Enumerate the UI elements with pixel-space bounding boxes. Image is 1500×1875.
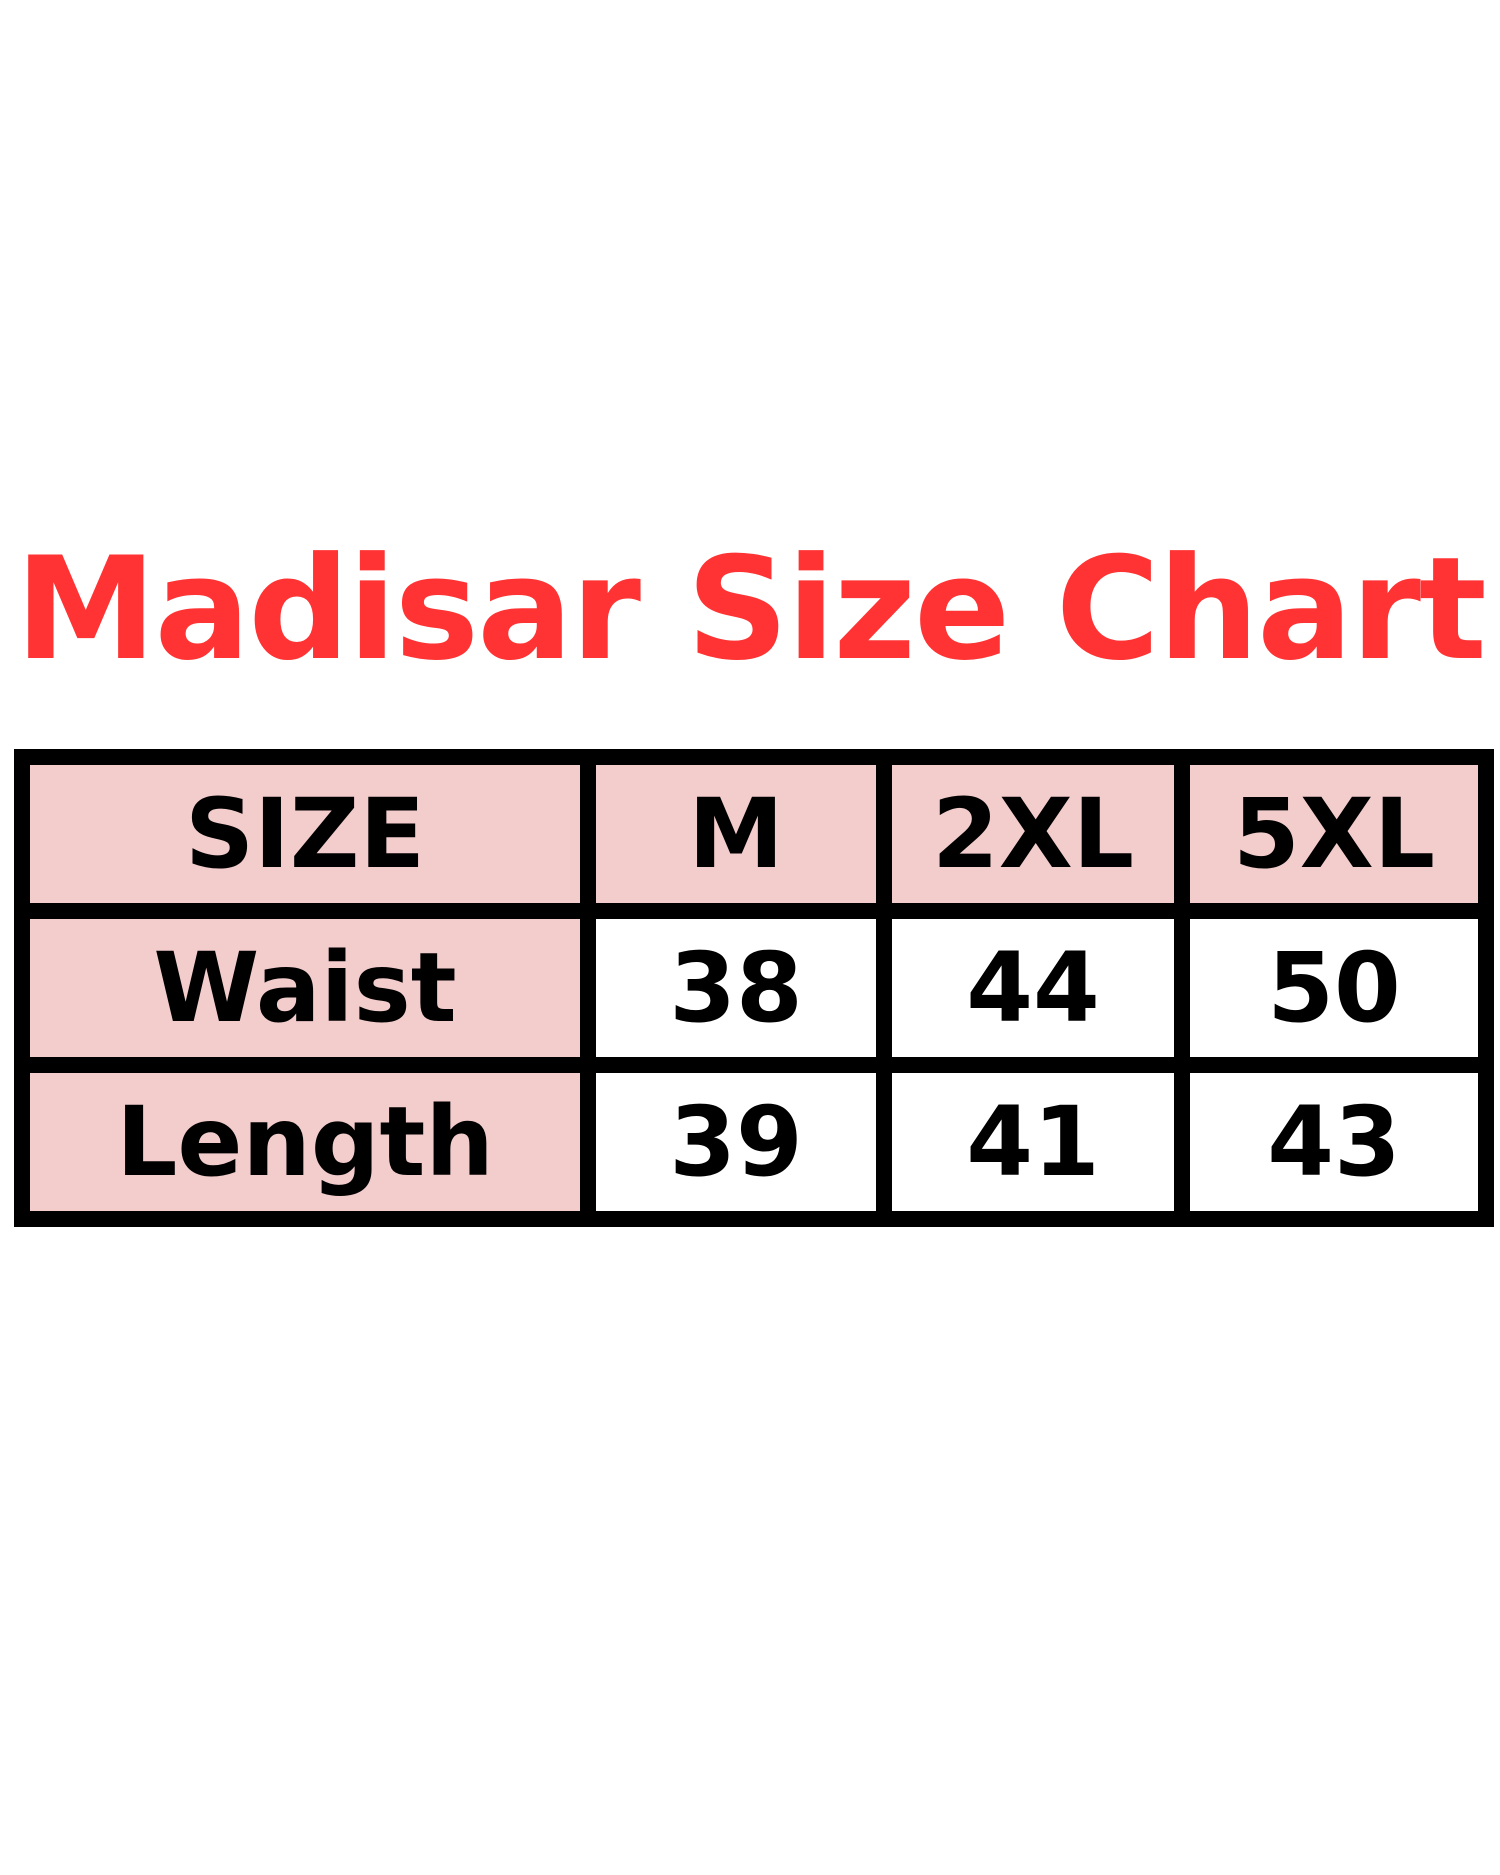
- table-cell: 50: [1174, 903, 1494, 1073]
- table-header-row: SIZE M 2XL 5XL: [14, 749, 1494, 919]
- table-cell: 43: [1174, 1057, 1494, 1227]
- row-label-length: Length: [14, 1057, 596, 1227]
- table-row-waist: Waist 38 44 50: [14, 903, 1494, 1073]
- table-row-length: Length 39 41 43: [14, 1057, 1494, 1227]
- table-cell: 39: [580, 1057, 892, 1227]
- size-chart-table: SIZE M 2XL 5XL Waist 38 44 50 Length 39 …: [14, 749, 1494, 1227]
- table-cell: 44: [876, 903, 1190, 1073]
- page-title: Madisar Size Chart: [15, 527, 1487, 692]
- header-cell-2xl: 2XL: [876, 749, 1190, 919]
- table-cell: 38: [580, 903, 892, 1073]
- row-label-waist: Waist: [14, 903, 596, 1073]
- header-cell-m: M: [580, 749, 892, 919]
- table-cell: 41: [876, 1057, 1190, 1227]
- header-cell-size: SIZE: [14, 749, 596, 919]
- header-cell-5xl: 5XL: [1174, 749, 1494, 919]
